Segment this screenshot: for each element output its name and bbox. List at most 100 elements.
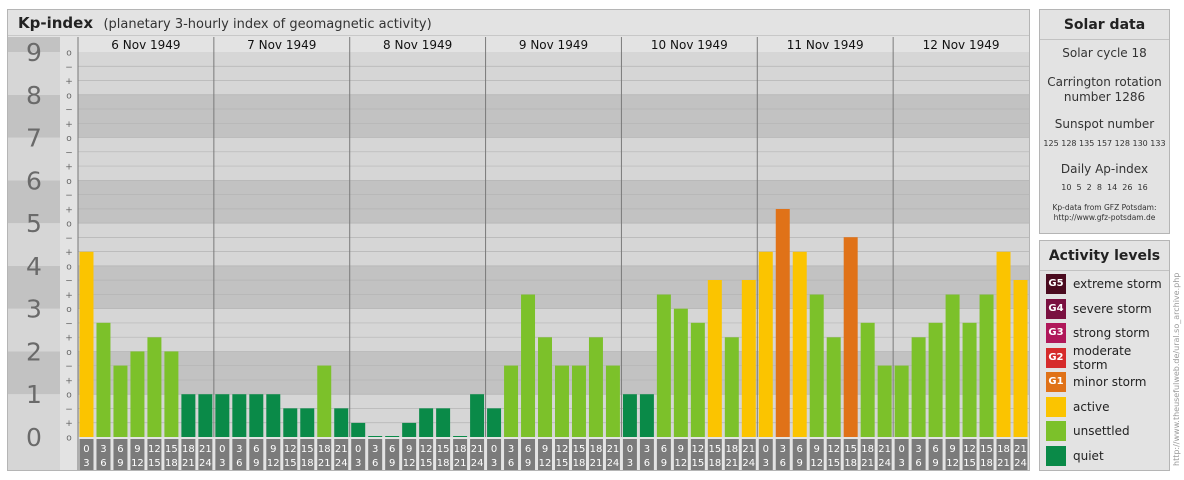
kp-bar (181, 394, 196, 437)
activity-level-row: G3 strong storm (1046, 323, 1150, 343)
activity-level-swatch (1046, 421, 1066, 441)
interval-start-label: 9 (678, 444, 684, 455)
kp-label-band (8, 265, 60, 309)
interval-start-label: 6 (389, 444, 395, 455)
interval-end-label: 18 (437, 458, 450, 469)
activity-level-row: active (1046, 396, 1109, 417)
interval-start-label: 18 (725, 444, 738, 455)
interval-end-label: 24 (607, 458, 620, 469)
y-minor-mark: o (66, 220, 72, 230)
kp-band (78, 94, 1029, 138)
interval-end-label: 15 (963, 458, 976, 469)
interval-cell (962, 439, 977, 470)
interval-start-label: 9 (814, 444, 820, 455)
activity-level-row: G2 moderate storm (1046, 344, 1169, 372)
interval-cell (283, 439, 298, 470)
interval-start-label: 18 (182, 444, 195, 455)
interval-start-label: 15 (301, 444, 314, 455)
day-label: 12 Nov 1949 (923, 38, 1000, 52)
y-minor-mark: o (66, 262, 72, 272)
y-tick-label: 0 (26, 423, 42, 452)
interval-end-label: 15 (556, 458, 569, 469)
interval-start-label: 9 (134, 444, 140, 455)
interval-end-label: 15 (691, 458, 704, 469)
kp-bar (198, 394, 213, 437)
interval-cell (826, 439, 841, 470)
interval-start-label: 12 (827, 444, 840, 455)
activity-level-row: G4 severe storm (1046, 298, 1152, 319)
interval-start-label: 0 (219, 444, 225, 455)
y-tick-label: 8 (26, 81, 42, 110)
interval-end-label: 12 (674, 458, 687, 469)
kp-bar (79, 251, 94, 437)
interval-end-label: 6 (644, 458, 650, 469)
interval-cell (571, 439, 586, 470)
interval-cell (809, 439, 824, 470)
interval-cell (487, 439, 502, 470)
y-tick-label: 7 (26, 124, 42, 153)
interval-cell (860, 439, 875, 470)
activity-level-label: unsettled (1073, 424, 1130, 438)
interval-end-label: 15 (284, 458, 297, 469)
interval-start-label: 12 (963, 444, 976, 455)
interval-end-label: 9 (932, 458, 938, 469)
kp-label-band (8, 223, 60, 266)
activity-level-swatch: G2 (1046, 347, 1066, 368)
interval-start-label: 9 (949, 444, 955, 455)
interval-start-label: 3 (508, 444, 514, 455)
kp-bar (334, 408, 349, 437)
source-line-1: Kp-data from GFZ Potsdam: (1052, 203, 1157, 212)
interval-start-label: 0 (491, 444, 497, 455)
y-minor-mark: o (66, 134, 72, 144)
kp-bar (724, 337, 739, 437)
interval-cell (181, 439, 196, 470)
interval-cell (707, 439, 722, 470)
interval-start-label: 6 (932, 444, 938, 455)
interval-start-label: 15 (437, 444, 450, 455)
kp-bar (402, 422, 417, 437)
kp-bar (283, 408, 298, 437)
credit-url[interactable]: http://www.theusefulweb.de/ural.so_archi… (1172, 272, 1181, 466)
interval-end-label: 3 (491, 458, 497, 469)
kp-bar (809, 294, 824, 437)
interval-start-label: 21 (1014, 444, 1027, 455)
activity-level-row: unsettled (1046, 421, 1130, 441)
interval-start-label: 6 (253, 444, 259, 455)
interval-start-label: 3 (372, 444, 378, 455)
y-tick-label: 2 (26, 337, 42, 366)
kp-label-band (8, 137, 60, 181)
interval-end-label: 6 (508, 458, 514, 469)
interval-cell (249, 439, 264, 470)
kp-label-band (8, 52, 60, 95)
kp-bar (130, 351, 145, 437)
y-tick-label: 3 (26, 295, 42, 324)
kp-bar (673, 308, 688, 437)
kp-band (78, 265, 1029, 309)
kp-bar (656, 294, 671, 437)
interval-end-label: 18 (165, 458, 178, 469)
y-minor-mark: − (65, 319, 73, 329)
interval-cell (368, 439, 383, 470)
interval-cell (334, 439, 349, 470)
y-tick-label: 1 (26, 380, 42, 409)
source-link[interactable]: http://www.gfz-potsdam.de (1053, 213, 1156, 222)
kp-band (78, 223, 1029, 266)
interval-start-label: 0 (627, 444, 633, 455)
interval-start-label: 9 (270, 444, 276, 455)
interval-end-label: 15 (827, 458, 840, 469)
kp-bar (300, 408, 315, 437)
interval-start-label: 21 (878, 444, 891, 455)
activity-level-label: extreme storm (1073, 277, 1162, 291)
interval-cell (164, 439, 179, 470)
chart-title-bar: Kp-index (planetary 3-hourly index of ge… (8, 10, 1029, 36)
kp-bar (571, 365, 586, 437)
y-minor-mark: − (65, 63, 73, 73)
interval-start-label: 12 (284, 444, 297, 455)
kp-label-top (8, 37, 60, 52)
interval-cell (453, 439, 468, 470)
interval-cell (215, 439, 230, 470)
interval-end-label: 12 (539, 458, 552, 469)
interval-start-label: 12 (556, 444, 569, 455)
kp-bar (894, 365, 909, 437)
interval-start-label: 3 (100, 444, 106, 455)
